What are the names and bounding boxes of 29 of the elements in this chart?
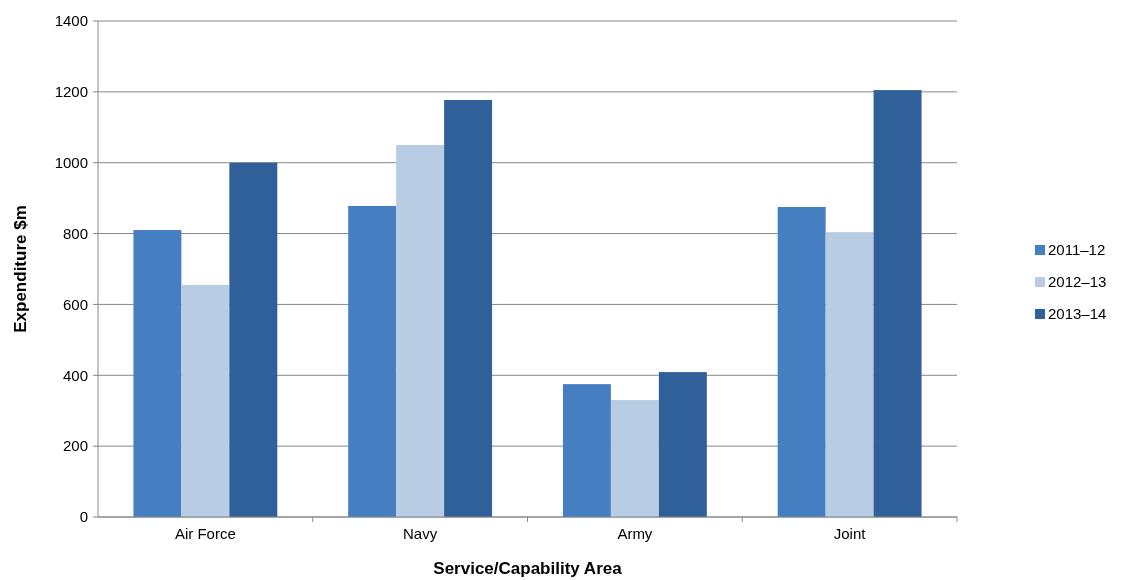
- bar: [658, 372, 707, 517]
- y-tick-label: 0: [79, 508, 88, 526]
- bar: [348, 205, 397, 517]
- bar: [825, 232, 874, 517]
- y-tick-label: 600: [62, 295, 88, 313]
- y-tick-label: 1400: [54, 12, 88, 30]
- y-tick-label: 800: [62, 224, 88, 242]
- legend-label: 2013–14: [1048, 305, 1107, 323]
- bar: [610, 400, 659, 517]
- x-tick-label: Navy: [403, 525, 438, 542]
- bar: [181, 284, 230, 517]
- bar: [562, 384, 611, 517]
- bar: [777, 207, 826, 517]
- y-tick-label: 200: [62, 437, 88, 455]
- bar: [396, 145, 445, 517]
- y-tick-label: 400: [62, 366, 88, 384]
- x-tick-label: Army: [617, 525, 653, 542]
- y-tick-label: 1200: [54, 83, 88, 101]
- x-axis-title: Service/Capability Area: [433, 559, 623, 578]
- y-axis-title: Expenditure $m: [11, 205, 30, 333]
- bar: [444, 100, 493, 517]
- bar: [873, 90, 922, 517]
- legend-label: 2012–13: [1048, 273, 1107, 291]
- bar: [133, 230, 182, 517]
- y-tick-label: 1000: [54, 153, 88, 171]
- x-tick-label: Joint: [833, 525, 867, 542]
- x-tick-label: Air Force: [174, 525, 236, 542]
- bar: [229, 162, 278, 517]
- legend-label: 2011–12: [1048, 241, 1106, 259]
